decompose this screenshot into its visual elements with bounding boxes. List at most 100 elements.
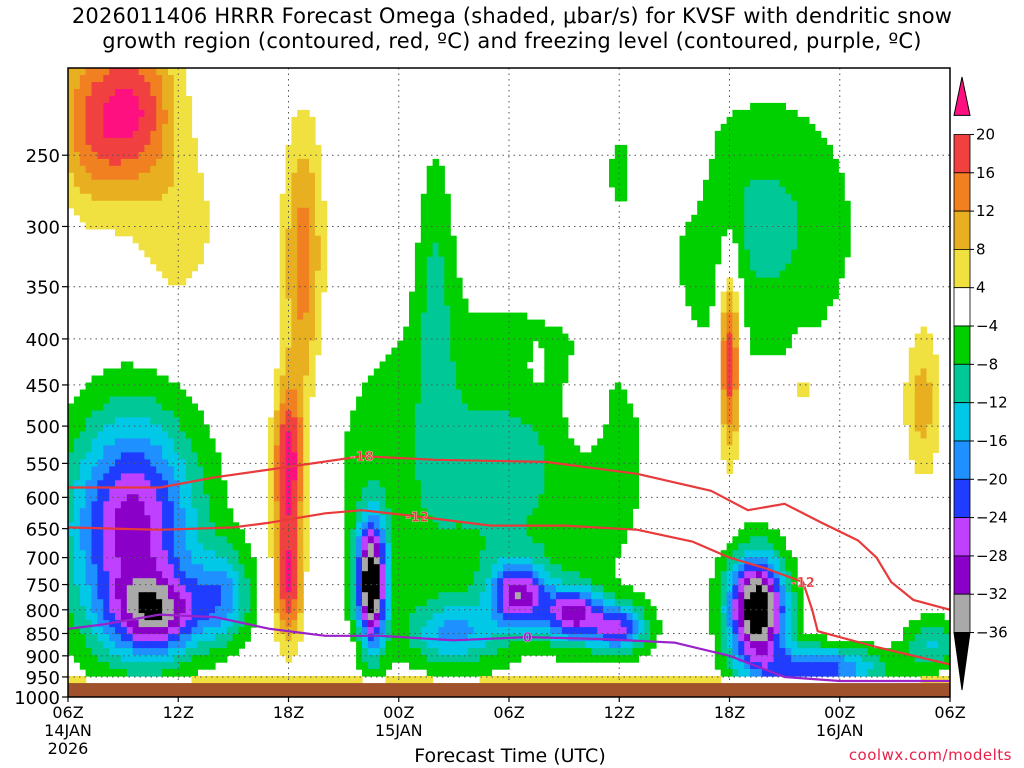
heatmap-cell <box>632 592 639 600</box>
heatmap-cell <box>708 235 716 244</box>
heatmap-cell <box>426 368 434 377</box>
heatmap-cell <box>832 291 839 300</box>
heatmap-cell <box>115 571 122 579</box>
heatmap-cell <box>403 389 410 398</box>
heatmap-cell <box>738 270 745 279</box>
heatmap-cell <box>379 368 387 377</box>
heatmap-cell <box>126 466 134 474</box>
heatmap-cell <box>91 200 98 209</box>
heatmap-cell <box>91 613 98 621</box>
heatmap-cell <box>120 613 128 621</box>
heatmap-cell <box>767 305 775 314</box>
heatmap-cell <box>761 578 769 586</box>
heatmap-cell <box>73 179 81 188</box>
heatmap-cell <box>144 424 151 432</box>
heatmap-cell <box>144 445 151 453</box>
heatmap-cell <box>79 123 87 132</box>
heatmap-cell <box>585 578 592 586</box>
heatmap-cell <box>144 158 151 167</box>
heatmap-cell <box>785 578 792 586</box>
heatmap-cell <box>197 543 204 551</box>
heatmap-cell <box>344 571 351 579</box>
heatmap-cell <box>156 96 163 104</box>
heatmap-cell <box>532 501 539 509</box>
heatmap-cell <box>379 361 387 370</box>
heatmap-cell <box>462 543 469 551</box>
heatmap-cell <box>426 473 434 481</box>
heatmap-cell <box>756 550 763 558</box>
heatmap-cell <box>785 291 792 300</box>
heatmap-cell <box>591 459 598 467</box>
heatmap-cell <box>179 410 187 419</box>
heatmap-cell <box>303 508 310 516</box>
heatmap-cell <box>744 263 751 272</box>
heatmap-cell <box>303 431 310 439</box>
heatmap-cell <box>473 389 481 398</box>
heatmap-cell <box>126 389 134 398</box>
heatmap-cell <box>426 200 434 209</box>
heatmap-cell <box>97 501 104 509</box>
heatmap-cell <box>920 466 928 474</box>
heatmap-cell <box>168 571 175 579</box>
heatmap-cell <box>138 221 146 230</box>
heatmap-cell <box>79 102 87 111</box>
heatmap-cell <box>168 158 175 167</box>
heatmap-cell <box>773 151 781 160</box>
heatmap-cell <box>115 96 122 104</box>
heatmap-cell <box>708 200 716 209</box>
heatmap-cell <box>544 438 551 446</box>
heatmap-cell <box>120 186 128 195</box>
heatmap-cell <box>761 557 769 565</box>
heatmap-cell <box>267 487 275 495</box>
heatmap-cell <box>362 382 369 391</box>
heatmap-cell <box>279 214 287 223</box>
heatmap-cell <box>773 116 781 125</box>
heatmap-cell <box>773 536 781 544</box>
heatmap-cell <box>720 137 728 146</box>
heatmap-cell <box>203 571 210 579</box>
heatmap-cell <box>473 459 481 467</box>
heatmap-cell <box>509 347 516 356</box>
heatmap-cell <box>362 445 369 453</box>
heatmap-cell <box>68 96 75 104</box>
heatmap-cell <box>444 347 451 356</box>
heatmap-cell <box>491 536 498 544</box>
heatmap-cell <box>79 158 87 167</box>
heatmap-cell <box>120 389 128 398</box>
heatmap-cell <box>79 445 87 453</box>
heatmap-cell <box>697 284 704 293</box>
heatmap-cell <box>273 564 281 572</box>
heatmap-cell <box>162 242 169 251</box>
heatmap-cell <box>426 480 434 488</box>
heatmap-cell <box>732 298 739 307</box>
heatmap-cell <box>514 347 522 356</box>
heatmap-cell <box>68 82 75 90</box>
heatmap-cell <box>567 494 575 502</box>
heatmap-cell <box>132 473 140 481</box>
heatmap-cell <box>209 452 216 460</box>
heatmap-cell <box>738 571 745 579</box>
heatmap-cell <box>191 543 198 551</box>
heatmap-cell <box>820 312 828 321</box>
heatmap-cell <box>173 445 181 453</box>
heatmap-cell <box>315 179 322 188</box>
heatmap-cell <box>761 326 769 335</box>
heatmap-cell <box>444 270 451 279</box>
heatmap-cell <box>191 186 198 195</box>
heatmap-cell <box>479 501 487 509</box>
heatmap-cell <box>126 96 134 104</box>
heatmap-cell <box>250 599 257 607</box>
heatmap-cell <box>497 368 504 377</box>
heatmap-cell <box>168 536 175 544</box>
heatmap-cell <box>585 592 592 600</box>
heatmap-cell <box>379 473 387 481</box>
heatmap-cell <box>903 389 910 398</box>
heatmap-cell <box>220 480 228 488</box>
heatmap-cell <box>814 263 822 272</box>
heatmap-cell <box>173 424 181 432</box>
heatmap-cell <box>497 382 504 391</box>
heatmap-cell <box>215 459 222 467</box>
heatmap-cell <box>138 102 146 111</box>
heatmap-cell <box>132 75 140 83</box>
heatmap-cell <box>68 151 75 160</box>
